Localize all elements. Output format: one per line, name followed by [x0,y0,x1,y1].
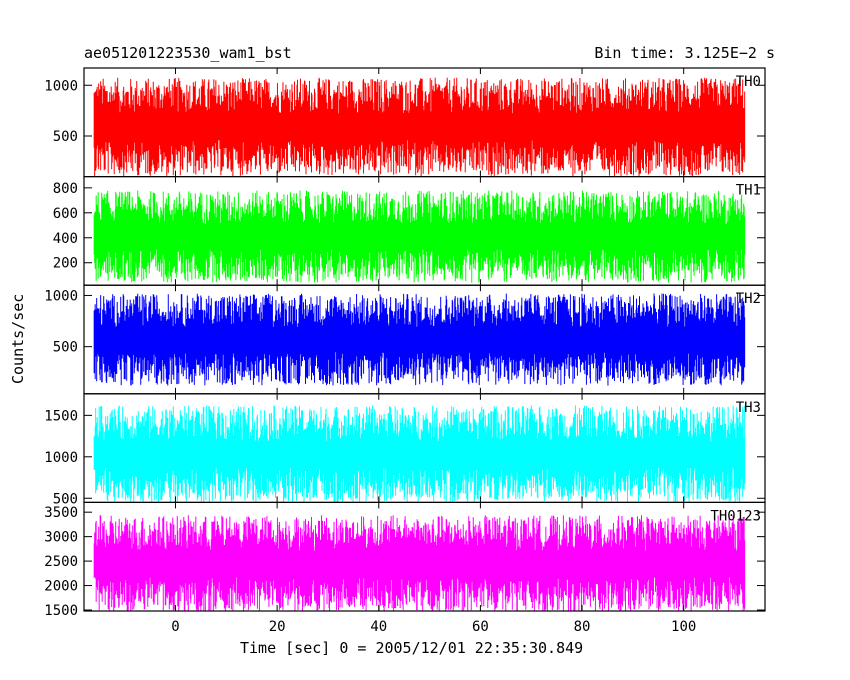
y-tick-label: 3500 [44,505,78,521]
panel-label-th3: TH3 [736,400,761,416]
y-axis-label: Counts/sec [9,293,27,384]
bin-time-label: Bin time: 3.125E−2 s [594,44,775,62]
panel-frame-th0123 [83,501,766,612]
y-tick-label: 2500 [44,554,78,570]
x-tick-label: 80 [574,619,591,635]
panel-label-th0: TH0 [736,74,761,90]
series-th1 [93,190,746,283]
y-tick-label: 800 [53,181,78,197]
y-tick-label: 500 [53,340,78,356]
y-tick-label: 500 [53,129,78,145]
x-tick-label: 100 [671,619,696,635]
y-tick-label: 2000 [44,579,78,595]
y-tick-label: 1500 [44,603,78,619]
y-tick-label: 400 [53,231,78,247]
y-tick-label: 1000 [44,288,78,304]
y-tick-label: 500 [53,491,78,507]
y-tick-label: 1000 [44,78,78,94]
x-tick-label: 20 [269,619,286,635]
series-th0123 [93,515,746,611]
y-tick-label: 200 [53,256,78,272]
x-tick-label: 0 [171,619,179,635]
y-tick-label: 1500 [44,408,78,424]
chart-title: ae051201223530_wam1_bst [84,44,292,62]
panel-label-th2: TH2 [736,291,761,307]
panel-label-th1: TH1 [736,183,761,199]
series-th2 [93,293,746,386]
y-tick-label: 1000 [44,450,78,466]
y-tick-label: 3000 [44,530,78,546]
x-tick-label: 40 [370,619,387,635]
panel-label-th0123: TH0123 [710,508,761,524]
series-th3 [93,405,746,503]
y-tick-label: 600 [53,206,78,222]
x-axis-label: Time [sec] 0 = 2005/12/01 22:35:30.849 [240,639,584,657]
x-tick-label: 60 [472,619,489,635]
series-th0 [93,77,746,177]
